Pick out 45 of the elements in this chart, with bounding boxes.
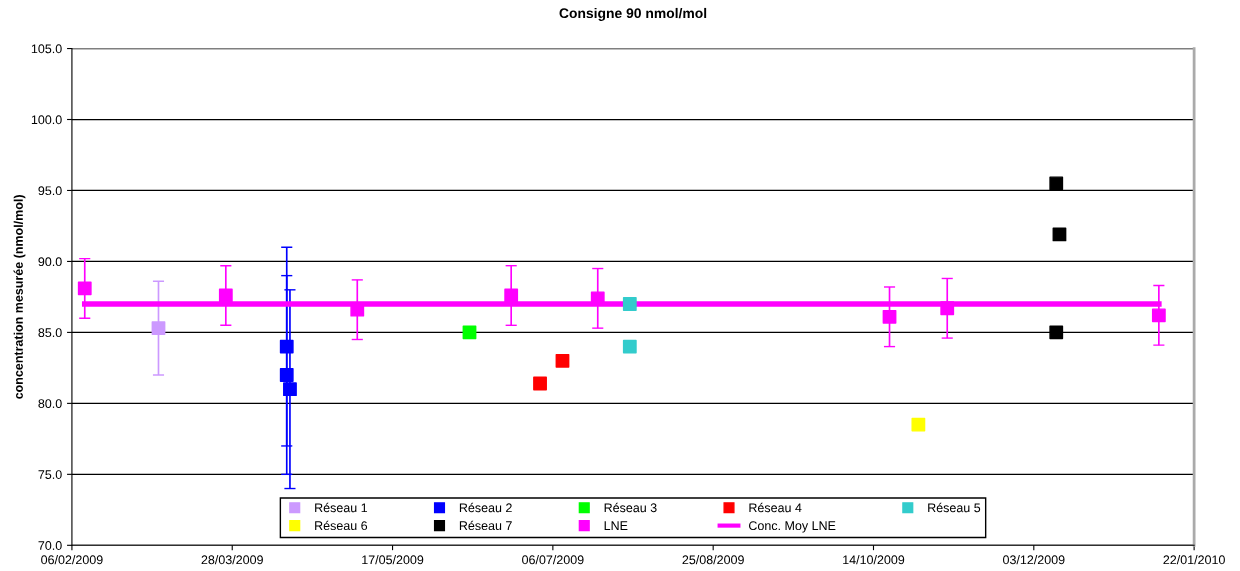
- legend-label: Réseau 3: [604, 502, 657, 513]
- point: [218, 288, 233, 303]
- point: [555, 353, 570, 368]
- x-tick-label: 17/05/2009: [362, 555, 424, 565]
- x-tick-label: 22/01/2010: [1163, 555, 1225, 565]
- legend-label: Réseau 7: [459, 520, 512, 531]
- chart-title: Consigne 90 nmol/mol: [559, 7, 707, 21]
- x-tick-label: 25/08/2009: [682, 555, 744, 565]
- point: [504, 288, 519, 303]
- point: [1049, 325, 1064, 340]
- x-tick-label: 03/12/2009: [1003, 555, 1065, 565]
- point: [279, 368, 294, 382]
- point: [151, 321, 166, 336]
- legend-label: Conc. Moy LNE: [749, 521, 836, 533]
- legend-label: Réseau 5: [928, 502, 981, 513]
- point: [279, 339, 294, 354]
- point: [462, 325, 477, 340]
- point: [622, 339, 637, 354]
- point: [1151, 308, 1166, 323]
- legend-label: Réseau 2: [459, 502, 512, 513]
- y-tick-label: 95.0: [38, 186, 62, 196]
- point: [911, 417, 926, 432]
- y-tick-label: 100.0: [31, 115, 62, 125]
- x-tick-label: 06/02/2009: [41, 555, 103, 565]
- legend-label: Réseau 4: [749, 502, 802, 513]
- x-tick-label: 06/07/2009: [522, 555, 584, 565]
- y-tick-label: 105.0: [31, 44, 62, 54]
- point: [882, 309, 897, 324]
- y-tick-label: 85.0: [38, 328, 62, 338]
- y-tick-label: 70.0: [38, 541, 62, 550]
- x-tick-label: 28/03/2009: [201, 555, 263, 565]
- point: [622, 297, 637, 311]
- point: [940, 301, 955, 316]
- x-tick-label: 14/10/2009: [843, 555, 905, 565]
- point: [533, 376, 547, 391]
- point: [283, 382, 297, 397]
- point: [77, 281, 92, 296]
- legend-label: LNE: [604, 521, 628, 530]
- y-axis-title: concentration mesurée (nmol/mol): [13, 195, 26, 399]
- point: [1049, 176, 1064, 191]
- y-tick-label: 75.0: [38, 470, 62, 479]
- legend-label: Réseau 6: [315, 520, 368, 531]
- y-tick-label: 90.0: [38, 257, 62, 267]
- y-tick-label: 80.0: [38, 399, 62, 409]
- legend-label: Réseau 1: [315, 502, 368, 513]
